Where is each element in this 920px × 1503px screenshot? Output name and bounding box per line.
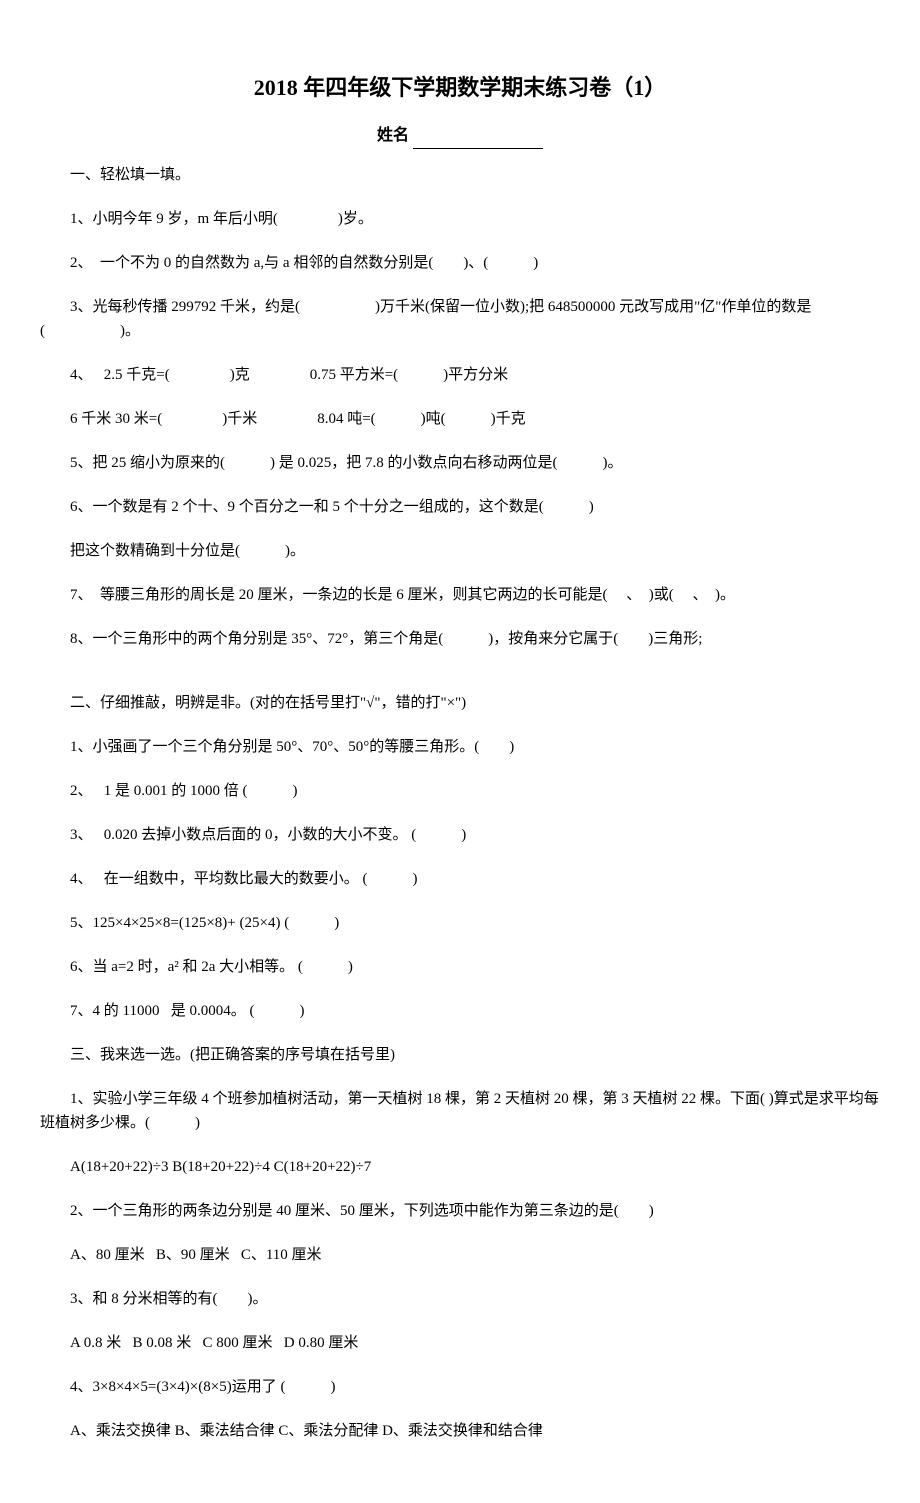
s3-q1-opts: A(18+20+22)÷3 B(18+20+22)÷4 C(18+20+22)÷… — [40, 1155, 880, 1179]
s1-q1: 1、小明今年 9 岁，m 年后小明( )岁。 — [40, 207, 880, 231]
name-blank — [413, 148, 543, 149]
s3-q2: 2、一个三角形的两条边分别是 40 厘米、50 厘米，下列选项中能作为第三条边的… — [40, 1199, 880, 1223]
s2-q1: 1、小强画了一个三个角分别是 50°、70°、50°的等腰三角形。( ) — [40, 735, 880, 759]
name-field-row: 姓名 — [40, 123, 880, 149]
s1-q2: 2、 一个不为 0 的自然数为 a,与 a 相邻的自然数分别是( )、( ) — [40, 251, 880, 275]
s1-q7: 7、 等腰三角形的周长是 20 厘米，一条边的长是 6 厘米，则其它两边的长可能… — [40, 583, 880, 607]
s3-q2-opts: A、80 厘米 B、90 厘米 C、110 厘米 — [40, 1243, 880, 1267]
s1-q4b: 6 千米 30 米=( )千米 8.04 吨=( )吨( )千克 — [40, 407, 880, 431]
s1-q3: 3、光每秒传播 299792 千米，约是( )万千米(保留一位小数);把 648… — [40, 295, 880, 343]
s1-q8: 8、一个三角形中的两个角分别是 35°、72°，第三个角是( )，按角来分它属于… — [40, 627, 880, 651]
page-title: 2018 年四年级下学期数学期末练习卷（1） — [40, 70, 880, 105]
s3-q3-opts: A 0.8 米 B 0.08 米 C 800 厘米 D 0.80 厘米 — [40, 1331, 880, 1355]
section3-header: 三、我来选一选。(把正确答案的序号填在括号里) — [40, 1043, 880, 1067]
section2-header: 二、仔细推敲，明辨是非。(对的在括号里打"√"，错的打"×") — [40, 691, 880, 715]
s1-q6a: 6、一个数是有 2 个十、9 个百分之一和 5 个十分之一组成的，这个数是( ) — [40, 495, 880, 519]
s1-q3-text: 3、光每秒传播 299792 千米，约是( )万千米(保留一位小数);把 648… — [40, 299, 811, 339]
s2-q4: 4、 在一组数中，平均数比最大的数要小。 ( ) — [40, 867, 880, 891]
s3-q1-text: 1、实验小学三年级 4 个班参加植树活动，第一天植树 18 棵，第 2 天植树 … — [40, 1091, 879, 1131]
s2-q7: 7、4 的 11000 是 0.0004。 ( ) — [40, 999, 880, 1023]
s3-q1: 1、实验小学三年级 4 个班参加植树活动，第一天植树 18 棵，第 2 天植树 … — [40, 1087, 880, 1135]
s2-q6: 6、当 a=2 时，a² 和 2a 大小相等。 ( ) — [40, 955, 880, 979]
section1-header: 一、轻松填一填。 — [40, 163, 880, 187]
s2-q5: 5、125×4×25×8=(125×8)+ (25×4) ( ) — [40, 911, 880, 935]
s2-q2: 2、 1 是 0.001 的 1000 倍 ( ) — [40, 779, 880, 803]
s1-q4a: 4、 2.5 千克=( )克 0.75 平方米=( )平方分米 — [40, 363, 880, 387]
name-label: 姓名 — [377, 127, 409, 144]
s2-q3: 3、 0.020 去掉小数点后面的 0，小数的大小不变。 ( ) — [40, 823, 880, 847]
s3-q3: 3、和 8 分米相等的有( )。 — [40, 1287, 880, 1311]
s1-q6b: 把这个数精确到十分位是( )。 — [40, 539, 880, 563]
s3-q4-opts: A、乘法交换律 B、乘法结合律 C、乘法分配律 D、乘法交换律和结合律 — [40, 1419, 880, 1443]
s3-q4: 4、3×8×4×5=(3×4)×(8×5)运用了 ( ) — [40, 1375, 880, 1399]
s1-q5: 5、把 25 缩小为原来的( ) 是 0.025，把 7.8 的小数点向右移动两… — [40, 451, 880, 475]
